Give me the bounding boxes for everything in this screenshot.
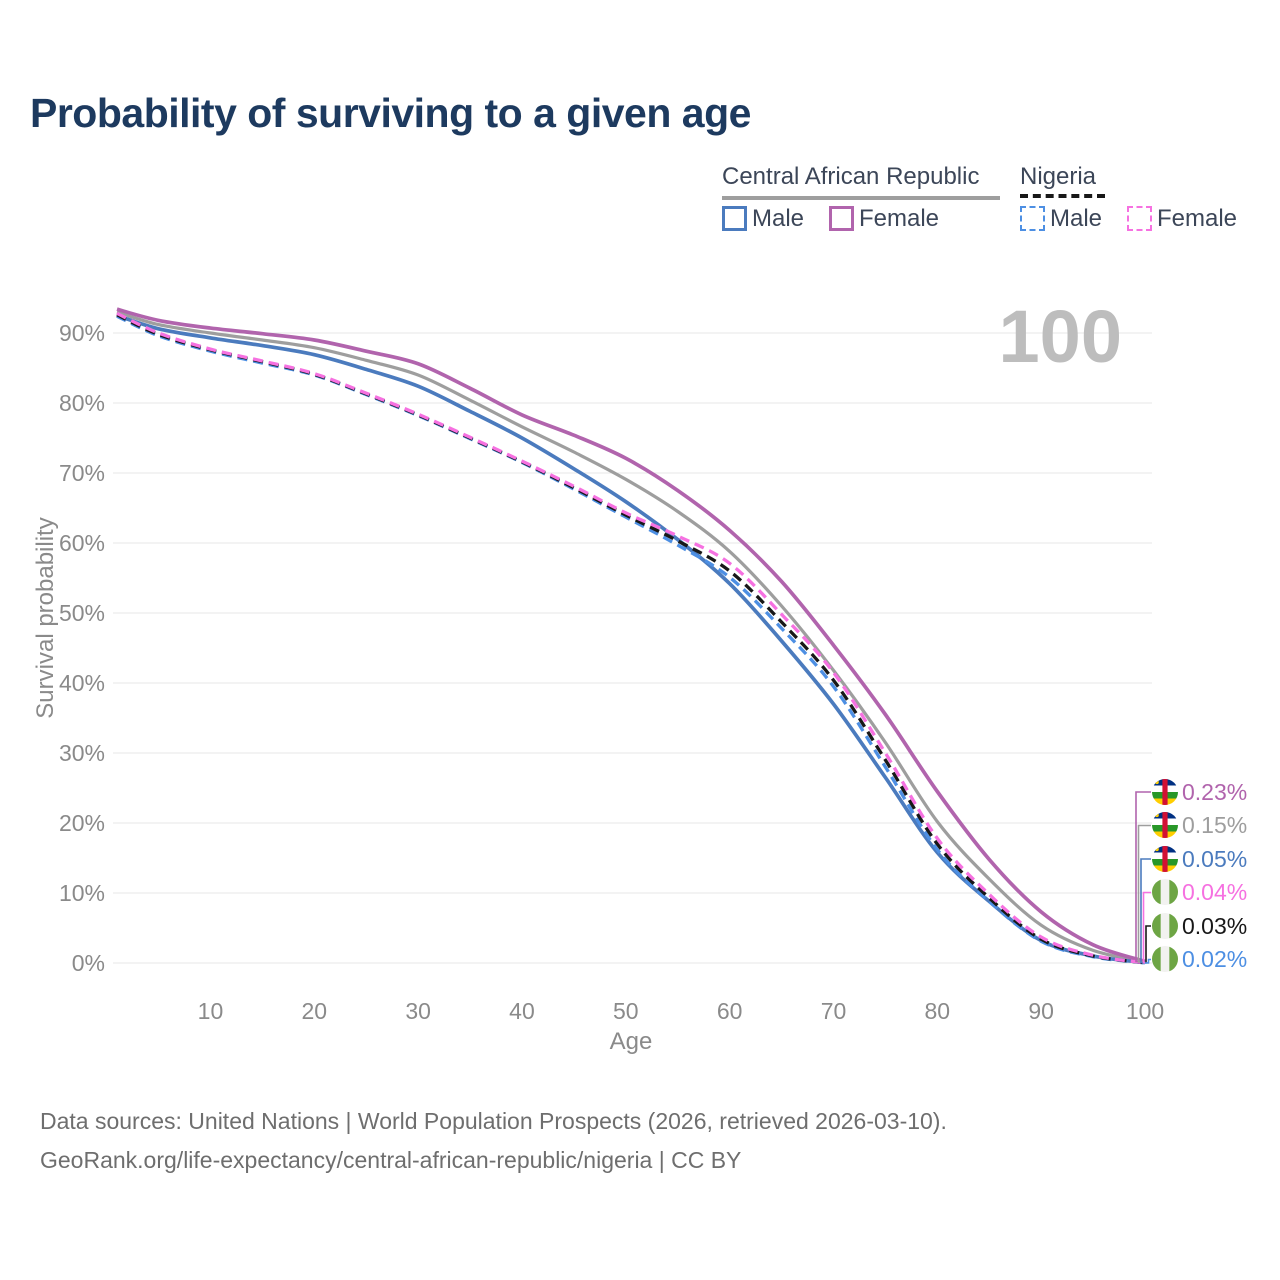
car-flag-icon (1152, 778, 1178, 805)
y-tick-label: 40% (58, 670, 105, 696)
y-tick-label: 50% (58, 600, 105, 626)
x-tick-label: 60 (716, 998, 743, 1024)
attribution-note: GeoRank.org/life-expectancy/central-afri… (40, 1147, 742, 1173)
series-line-central-african-republic-male (116, 313, 1146, 965)
x-tick-label: 40 (509, 998, 535, 1024)
legend-item-car-female[interactable]: Female (829, 206, 939, 231)
x-tick-label: 20 (301, 998, 328, 1024)
y-tick-label: 20% (58, 810, 105, 836)
legend-item-car-male[interactable]: Male (722, 206, 804, 231)
legend-item-label: Female (1157, 205, 1238, 232)
end-label-value: 0.23% (1182, 778, 1248, 805)
series-line-nigeria-male (116, 314, 1146, 965)
age-counter-watermark: 100 (999, 295, 1122, 378)
data-sources-note: Data sources: United Nations | World Pop… (40, 1108, 947, 1134)
car-female-swatch-icon (829, 206, 854, 231)
x-axis-title: Age (609, 1028, 653, 1055)
nigeria-dashed-linestyle-icon (1020, 194, 1105, 198)
end-label-value: 0.04% (1182, 879, 1248, 905)
series-line-central-african-republic-female (116, 307, 1146, 964)
x-tick-label: 80 (924, 998, 951, 1024)
end-label-row: 0.05% (1152, 845, 1248, 872)
y-tick-label: 70% (58, 460, 105, 486)
y-axis-title: Survival probability (32, 517, 59, 719)
nigeria-flag-icon (1152, 912, 1178, 939)
x-tick-label: 70 (820, 998, 847, 1024)
end-label-row: 0.04% (1152, 879, 1247, 905)
y-tick-label: 10% (58, 880, 105, 906)
nigeria-male-swatch-icon (1020, 206, 1045, 231)
legend-entity-nigeria[interactable]: Nigeria (1020, 163, 1097, 190)
nigeria-flag-icon (1152, 946, 1178, 972)
legend-entity-car[interactable]: Central African Republic (722, 163, 980, 190)
nigeria-flag-icon (1152, 879, 1178, 905)
nigeria-female-swatch-icon (1127, 206, 1152, 231)
end-label-connectors (1135, 791, 1151, 964)
series-lines (116, 307, 1146, 965)
car-flag-icon (1152, 845, 1178, 872)
page-title: Probability of surviving to a given age (30, 90, 751, 136)
legend-item-label: Male (1050, 205, 1103, 232)
end-label-connector (1145, 958, 1151, 964)
end-label-connector (1142, 891, 1151, 964)
series-line-nigeria-both (116, 313, 1146, 965)
end-label-value: 0.15% (1182, 812, 1248, 838)
end-label-row: 0.15% (1152, 812, 1247, 838)
legend-item-label: Female (859, 205, 940, 232)
x-tick-label: 100 (1125, 998, 1165, 1024)
end-label-value: 0.03% (1182, 912, 1248, 939)
end-label-row: 0.03% (1152, 912, 1248, 939)
x-tick-label: 30 (405, 998, 431, 1024)
end-label-connector (1145, 925, 1151, 964)
end-label-value: 0.05% (1182, 845, 1248, 872)
y-tick-label: 0% (71, 950, 105, 976)
series-line-central-african-republic-both (116, 310, 1146, 964)
y-tick-label: 80% (58, 390, 105, 416)
legend-item-nigeria-female[interactable]: Female (1127, 206, 1237, 231)
legend-item-label: Male (752, 205, 805, 232)
legend-item-nigeria-male[interactable]: Male (1020, 206, 1102, 231)
x-tick-label: 50 (613, 998, 639, 1024)
car-flag-icon (1152, 812, 1178, 838)
end-label-row: 0.23% (1152, 778, 1248, 805)
series-line-nigeria-female (116, 311, 1146, 965)
x-tick-label: 10 (197, 998, 224, 1024)
end-label-row: 0.02% (1152, 946, 1247, 972)
y-tick-label: 90% (58, 320, 105, 346)
x-tick-label: 90 (1028, 998, 1054, 1024)
end-label-value: 0.02% (1182, 946, 1248, 972)
car-male-swatch-icon (722, 206, 747, 231)
car-solid-linestyle-icon (722, 196, 1000, 200)
y-tick-label: 60% (58, 530, 105, 556)
y-tick-label: 30% (58, 740, 105, 766)
